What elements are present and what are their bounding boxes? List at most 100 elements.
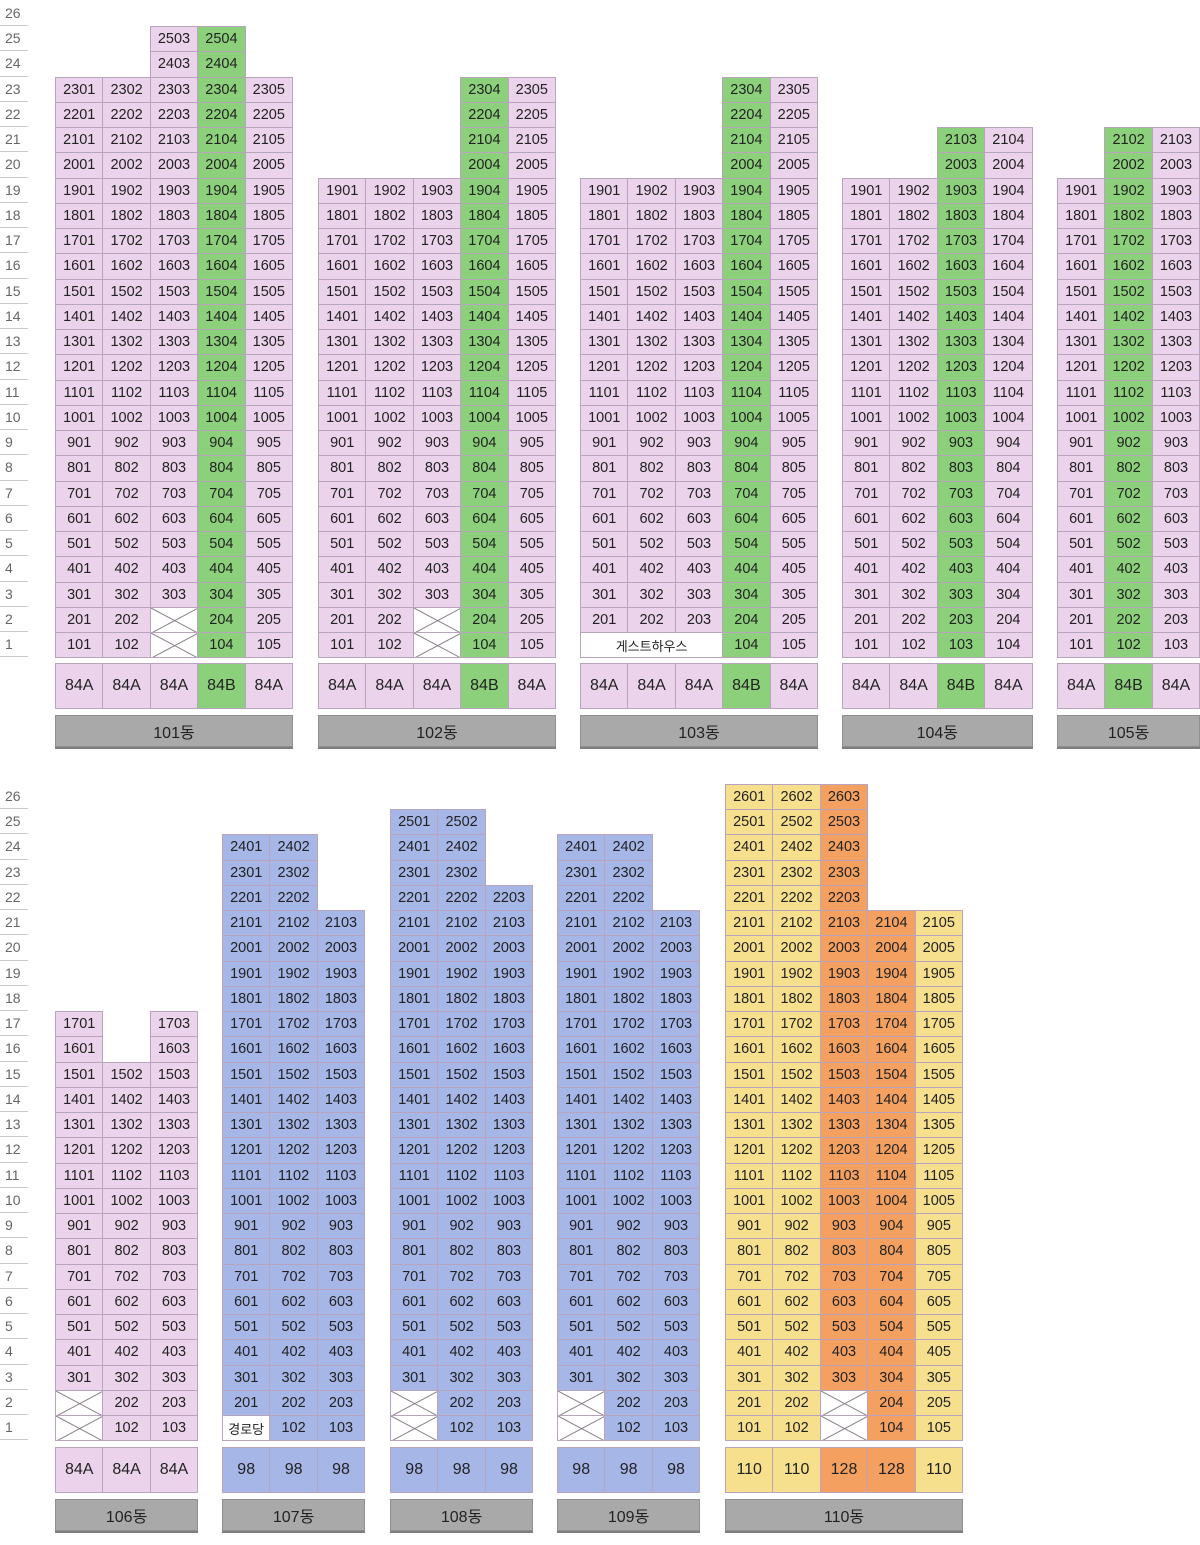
unit-type-cell: 98 (604, 1447, 653, 1493)
unit-cell: 603 (1151, 505, 1200, 532)
unit-cell: 304 (867, 1364, 916, 1391)
unit-cell: 1104 (867, 1162, 916, 1189)
unit-cell: 1004 (722, 404, 771, 431)
unit-type-cell: 98 (557, 1447, 606, 1493)
floor-label: 16 (0, 1036, 28, 1062)
unit-cell: 201 (318, 606, 367, 633)
unit-cell: 202 (604, 1389, 653, 1416)
unit-cell: 1902 (772, 960, 821, 987)
floor-label: 20 (0, 935, 28, 961)
empty-unit-cell (390, 1415, 439, 1442)
unit-cell: 1703 (819, 1011, 869, 1038)
unit-cell: 1904 (867, 960, 916, 987)
unit-cell: 1103 (1151, 379, 1200, 406)
unit-cell: 1601 (222, 1036, 271, 1063)
unit-cell: 601 (390, 1288, 439, 1315)
unit-cell: 1604 (460, 253, 509, 280)
floor-label: 8 (0, 455, 28, 481)
unit-cell: 804 (984, 455, 1033, 482)
unit-cell: 1203 (1151, 354, 1200, 381)
unit-cell: 1204 (460, 354, 509, 381)
unit-cell: 2302 (269, 859, 318, 886)
unit-type-cell: 98 (651, 1447, 701, 1493)
unit-cell: 1102 (604, 1162, 653, 1189)
unit-cell: 703 (316, 1263, 366, 1290)
unit-cell: 1605 (769, 253, 818, 280)
unit-cell: 302 (365, 581, 414, 608)
unit-cell: 1605 (914, 1036, 963, 1063)
unit-cell: 504 (722, 531, 771, 558)
unit-cell: 501 (222, 1314, 271, 1341)
unit-cell: 404 (984, 556, 1033, 583)
unit-cell: 1601 (580, 253, 629, 280)
unit-cell: 705 (914, 1263, 963, 1290)
unit-cell: 1104 (722, 379, 771, 406)
unit-cell: 1602 (604, 1036, 653, 1063)
unit-cell: 604 (197, 505, 246, 532)
unit-cell: 1903 (412, 177, 462, 204)
unit-type-cell: 98 (222, 1447, 271, 1493)
unit-cell: 803 (484, 1238, 534, 1265)
unit-cell: 802 (269, 1238, 318, 1265)
unit-cell: 1701 (55, 228, 104, 255)
unit-cell: 1305 (244, 329, 293, 356)
unit-cell: 404 (867, 1339, 916, 1366)
unit-cell: 1201 (580, 354, 629, 381)
unit-cell: 601 (842, 505, 891, 532)
unit-cell: 1502 (772, 1061, 821, 1088)
unit-cell: 1202 (102, 354, 151, 381)
unit-cell: 1801 (55, 202, 104, 229)
unit-cell: 1105 (244, 379, 293, 406)
unit-cell: 2102 (437, 910, 486, 937)
unit-cell: 1903 (674, 177, 724, 204)
unit-cell: 2401 (557, 834, 606, 861)
unit-cell: 1805 (769, 202, 818, 229)
unit-cell: 801 (318, 455, 367, 482)
unit-cell: 903 (149, 1213, 199, 1240)
unit-cell: 401 (390, 1339, 439, 1366)
unit-cell: 501 (842, 531, 891, 558)
unit-cell: 501 (55, 531, 104, 558)
unit-cell: 502 (437, 1314, 486, 1341)
unit-cell: 1102 (365, 379, 414, 406)
unit-cell: 1104 (460, 379, 509, 406)
unit-cell: 102 (102, 1415, 151, 1442)
empty-unit-cell (819, 1389, 869, 1416)
cross-mark-icon (413, 607, 461, 632)
unit-cell: 1401 (318, 303, 367, 330)
unit-cell: 1202 (1104, 354, 1153, 381)
unit-cell: 601 (580, 505, 629, 532)
floor-label: 1 (0, 632, 28, 658)
unit-cell: 1801 (222, 985, 271, 1012)
unit-cell: 1401 (725, 1086, 774, 1113)
unit-cell: 403 (819, 1339, 869, 1366)
unit-cell: 1103 (651, 1162, 701, 1189)
unit-cell: 1905 (507, 177, 556, 204)
unit-cell: 2202 (102, 101, 151, 128)
unit-cell: 1203 (412, 354, 462, 381)
unit-cell: 1701 (725, 1011, 774, 1038)
unit-cell: 204 (460, 606, 509, 633)
floor-label: 3 (0, 1365, 28, 1390)
empty-unit-cell (819, 1415, 869, 1442)
unit-type-cell: 84A (984, 663, 1033, 709)
unit-cell: 1801 (390, 985, 439, 1012)
unit-cell: 경로당 (222, 1415, 271, 1442)
unit-cell: 1003 (674, 404, 724, 431)
unit-cell: 503 (412, 531, 462, 558)
building-label: 105동 (1057, 715, 1200, 747)
unit-cell: 601 (55, 1288, 104, 1315)
unit-cell: 1001 (842, 404, 891, 431)
unit-cell: 1602 (269, 1036, 318, 1063)
unit-cell: 1001 (1057, 404, 1106, 431)
unit-cell: 1803 (149, 202, 199, 229)
unit-cell: 501 (557, 1314, 606, 1341)
unit-cell: 102 (1104, 632, 1153, 659)
unit-cell: 2202 (269, 884, 318, 911)
unit-cell: 1601 (842, 253, 891, 280)
unit-cell: 1702 (437, 1011, 486, 1038)
floor-label: 13 (0, 1112, 28, 1138)
unit-cell: 502 (269, 1314, 318, 1341)
floor-label: 22 (0, 102, 28, 127)
